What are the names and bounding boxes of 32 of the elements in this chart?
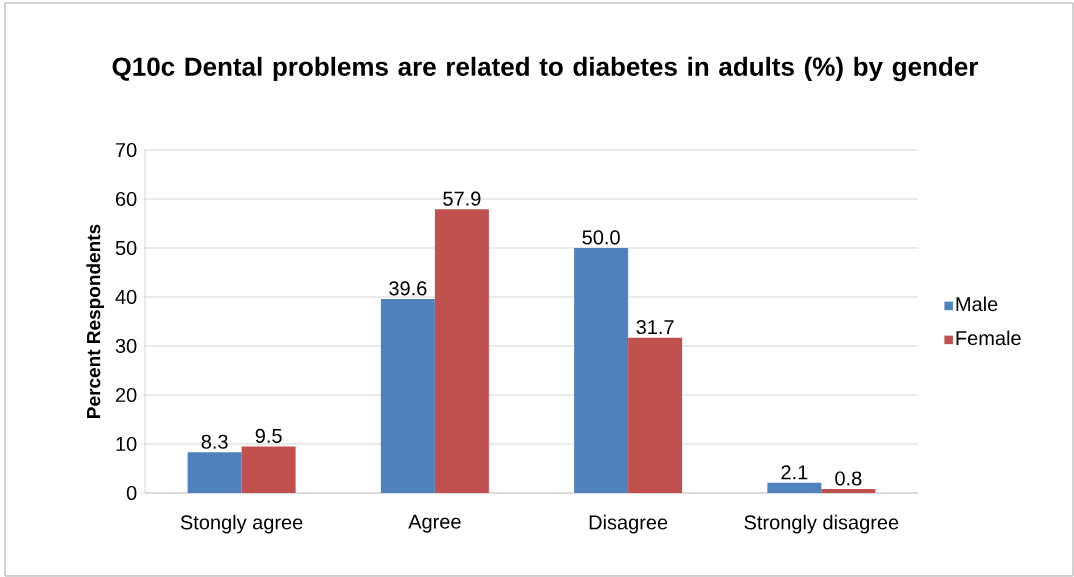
bar [821,489,876,493]
bar [434,209,489,493]
data-label: 39.6 [389,281,427,296]
x-tick-label: Strongly disagree [744,514,899,534]
x-tick-label: Stongly agree [180,514,303,534]
x-tick-label: Agree [408,514,461,533]
data-label: 50.0 [582,230,620,245]
bar [574,247,629,493]
legend-label: Male [956,296,998,312]
y-tick-label: 30 [115,338,137,354]
y-tick-label: 20 [115,387,137,403]
y-tick-label: 70 [115,142,137,158]
y-tick-label: 0 [126,485,137,501]
data-label: 0.8 [835,471,862,486]
bar [187,452,242,493]
data-label: 9.5 [255,428,282,443]
bar [380,298,435,493]
data-label: 8.3 [201,434,228,449]
bar [767,482,822,493]
y-tick-label: 10 [116,436,137,452]
y-tick-label: 40 [115,289,137,305]
data-label: 57.9 [443,191,481,206]
data-label: 31.7 [636,319,674,335]
bar [241,446,296,493]
y-tick-label: 50 [115,240,137,256]
bar [628,337,683,493]
data-label: 2.1 [781,465,808,480]
y-axis-title: Percent Respondents [86,224,105,418]
y-tick-label: 60 [115,191,137,207]
x-tick-label: Disagree [589,514,668,534]
chart-title: Q10c Dental problems are related to diabetes in adults (%) by gender [112,56,979,82]
legend-label: Female [956,330,1021,346]
